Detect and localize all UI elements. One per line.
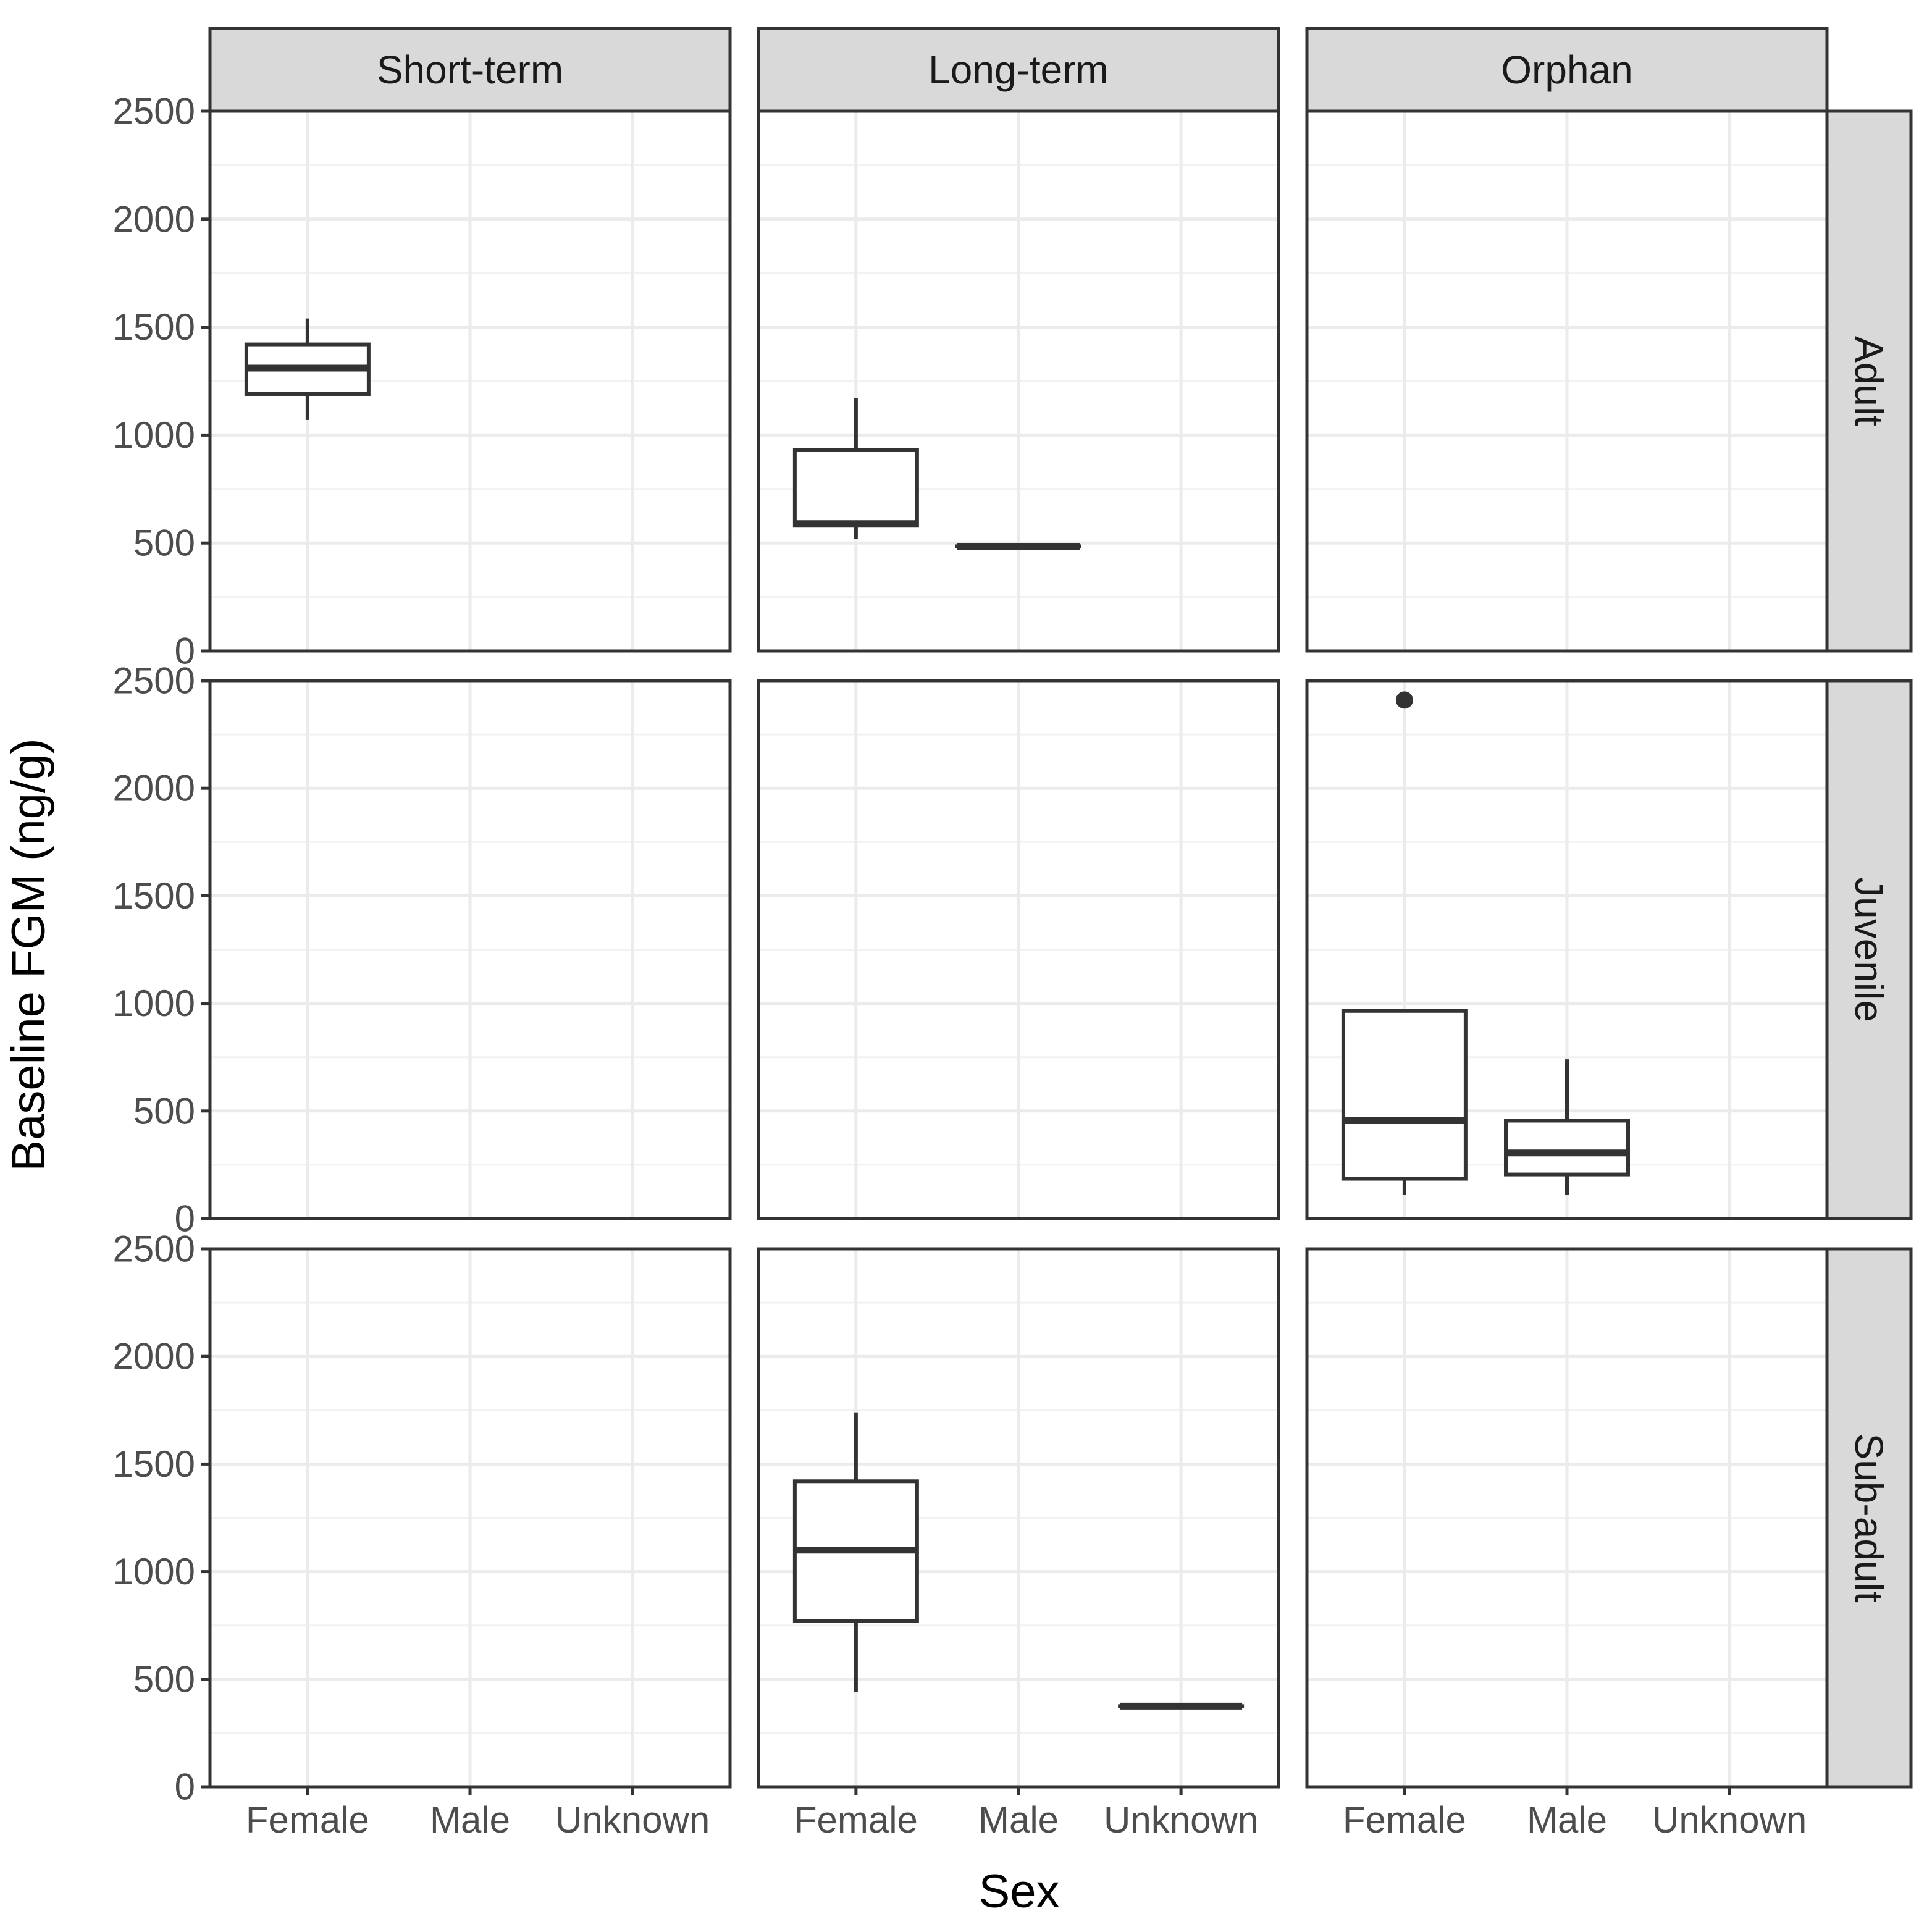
x-tick-label: Female	[794, 1799, 918, 1841]
y-tick-label: 2000	[113, 1336, 195, 1377]
panel-sub-adult-long-term	[757, 1247, 1280, 1789]
strip-background	[208, 27, 732, 113]
box-female	[792, 398, 919, 539]
box-iqr	[792, 448, 919, 528]
panel-juvenile-orphan	[1305, 679, 1829, 1220]
strip-background	[1825, 679, 1913, 1220]
panel-adult-long-term	[757, 109, 1280, 653]
strip-label: Juvenile	[1847, 877, 1891, 1022]
box-female	[1341, 691, 1468, 1195]
box-male	[1504, 1059, 1630, 1195]
x-axis-long-term: Female Male Unknown	[794, 1787, 1258, 1841]
panel-juvenile-short-term	[208, 679, 732, 1220]
y-tick-label: 500	[133, 523, 195, 564]
x-tick-label: Unknown	[1652, 1799, 1807, 1841]
strip-row-sub-adult: Sub-adult	[1825, 1247, 1913, 1789]
strip-label: Long-term	[928, 48, 1109, 92]
y-axis-sub-adult: 0 500 1000 1500 2000 2500	[113, 1228, 210, 1808]
y-tick-label: 2500	[113, 660, 195, 702]
strip-label: Adult	[1847, 336, 1891, 426]
y-tick-label: 2000	[113, 198, 195, 240]
panel-adult-orphan	[1305, 109, 1829, 653]
x-tick-label: Unknown	[555, 1799, 710, 1841]
x-axis-title: Sex	[979, 1865, 1060, 1918]
y-axes: 0500100015002000250005001000150020002500…	[113, 91, 210, 1808]
box-iqr	[1341, 1009, 1468, 1181]
x-axis-short-term: Female Male Unknown	[246, 1787, 710, 1841]
strip-label: Short-term	[377, 48, 563, 92]
panel-adult-short-term	[208, 109, 732, 653]
strip-col-orphan: Orphan	[1305, 27, 1829, 113]
y-tick-label: 2500	[113, 1228, 195, 1270]
y-tick-label: 1000	[113, 414, 195, 456]
y-tick-label: 2000	[113, 768, 195, 809]
x-tick-label: Male	[1527, 1799, 1607, 1841]
strip-row-adult: Adult	[1825, 109, 1913, 653]
y-tick-label: 1500	[113, 306, 195, 348]
outlier-point	[1395, 691, 1413, 709]
y-tick-label: 2500	[113, 91, 195, 132]
panel-border	[208, 679, 732, 1220]
y-tick-label: 500	[133, 1090, 195, 1132]
y-axis-juvenile: 0 500 1000 1500 2000 2500	[113, 660, 210, 1240]
y-tick-label: 1500	[113, 1443, 195, 1485]
x-tick-label: Unknown	[1104, 1799, 1258, 1841]
x-tick-label: Female	[1343, 1799, 1466, 1841]
y-axis-title: Baseline FGM (ng/g)	[2, 738, 55, 1171]
box-female	[792, 1412, 919, 1692]
box-female	[244, 318, 371, 420]
panel-juvenile-long-term	[757, 679, 1280, 1220]
strip-background	[1825, 109, 1913, 653]
y-tick-label: 0	[175, 1198, 195, 1240]
x-tick-label: Female	[246, 1799, 369, 1841]
strip-label: Sub-adult	[1847, 1434, 1891, 1603]
y-tick-label: 0	[175, 1766, 195, 1808]
y-tick-label: 1000	[113, 1551, 195, 1592]
facet-panels	[208, 109, 1829, 1789]
strip-col-short-term: Short-term	[208, 27, 732, 113]
x-axes: Female Male Unknown Female Male Unknown Female…	[246, 1787, 1807, 1841]
strip-label: Orphan	[1501, 48, 1632, 92]
y-tick-label: 0	[175, 631, 195, 672]
y-tick-label: 500	[133, 1658, 195, 1700]
strip-background	[1305, 27, 1829, 113]
panel-sub-adult-orphan	[1305, 1247, 1829, 1789]
x-tick-label: Male	[430, 1799, 510, 1841]
facet-strips: Adult Juvenile Sub-adult Short-term Long-ter…	[208, 27, 1913, 1789]
x-axis-orphan: Female Male Unknown	[1343, 1787, 1807, 1841]
x-tick-label: Male	[978, 1799, 1059, 1841]
strip-background	[757, 27, 1280, 113]
strip-background	[1825, 1247, 1913, 1789]
strip-row-juvenile: Juvenile	[1825, 679, 1913, 1220]
strip-col-long-term: Long-term	[757, 27, 1280, 113]
panel-border	[757, 679, 1280, 1220]
box-iqr	[1504, 1119, 1630, 1177]
y-axis-adult: 0 500 1000 1500 2000 2500	[113, 91, 210, 672]
y-tick-label: 1000	[113, 983, 195, 1024]
y-tick-label: 1500	[113, 875, 195, 917]
panel-sub-adult-short-term	[208, 1247, 732, 1789]
